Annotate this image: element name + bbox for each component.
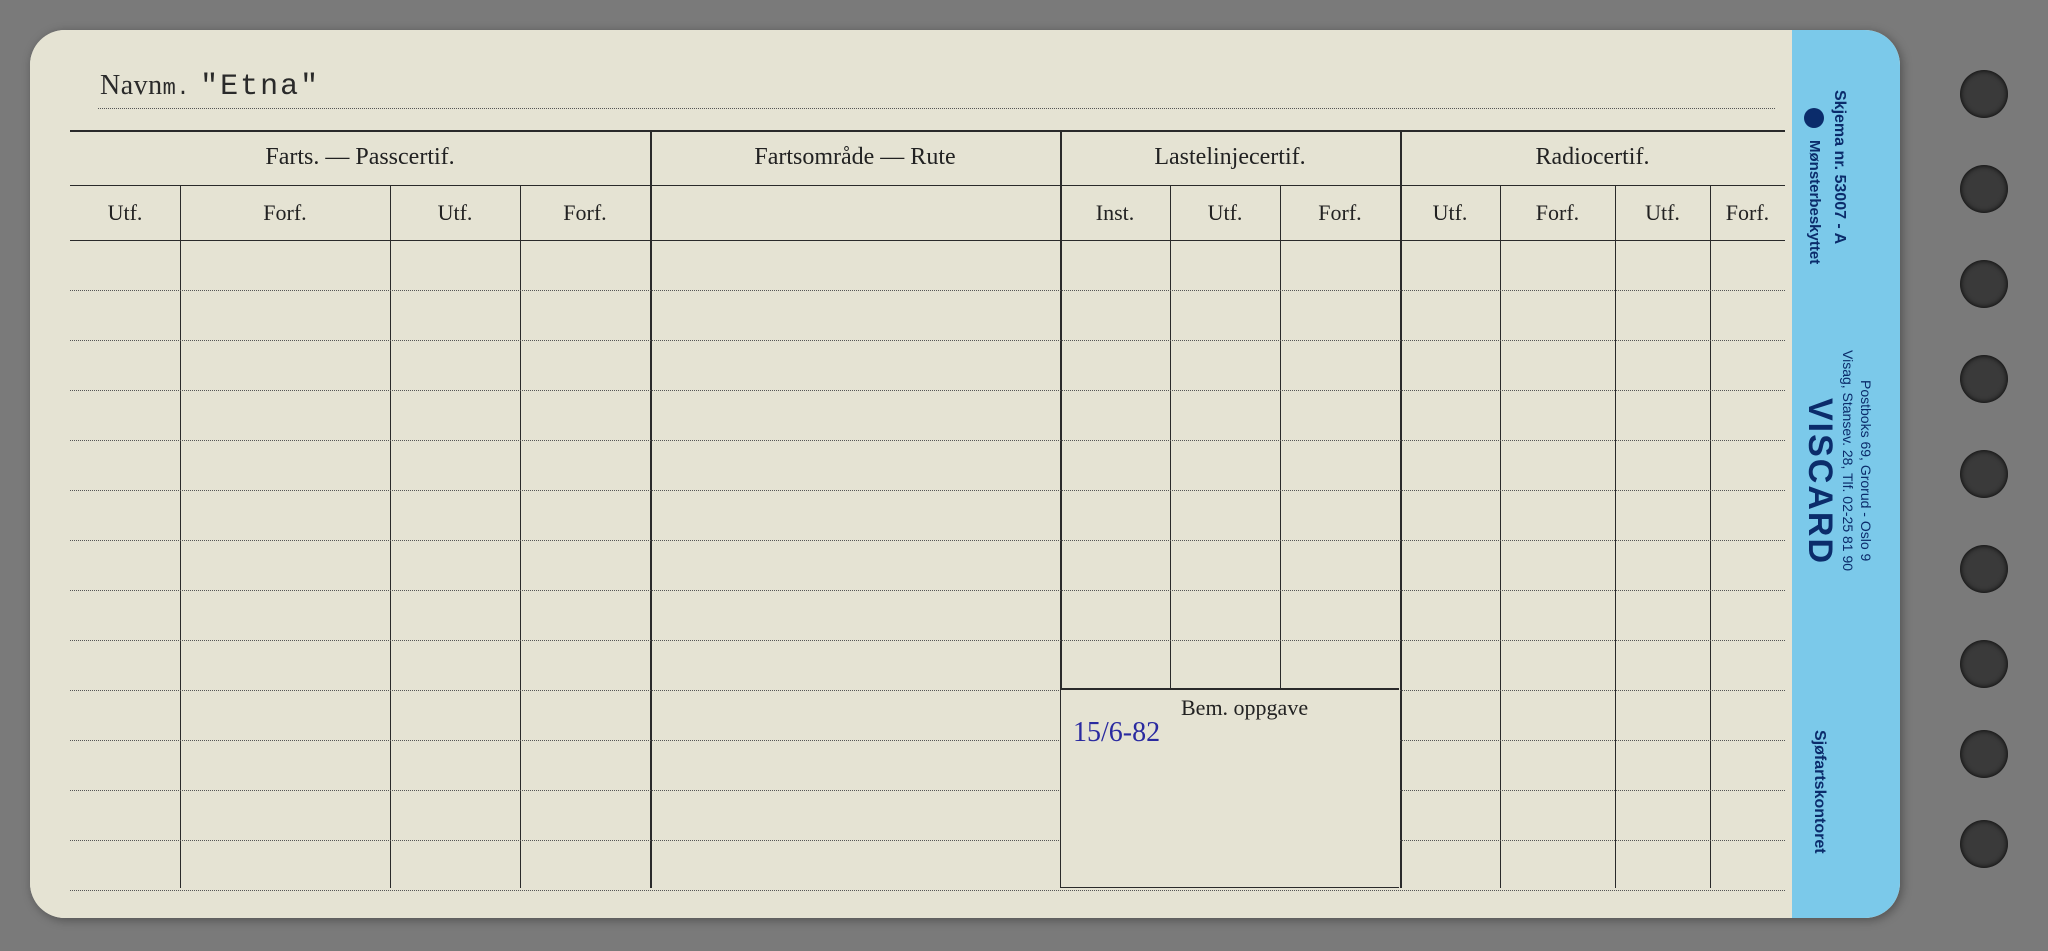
- bullet-icon: [1804, 108, 1824, 128]
- binder-hole: [1960, 730, 2008, 778]
- col-header: Utf.: [1170, 200, 1280, 226]
- col-header: Utf.: [390, 200, 520, 226]
- binder-hole: [1960, 640, 2008, 688]
- binder-hole: [1960, 820, 2008, 868]
- section-header-fartsomrade: Fartsområde — Rute: [650, 144, 1060, 171]
- tab-monster: Mønsterbeskyttet: [1806, 140, 1823, 264]
- dotted-row: [70, 590, 1785, 591]
- index-card: Navnm. "Etna" Farts. — Passcertif.: [30, 30, 1900, 918]
- viscard-tab: Skjema nr. 53007 - A Mønsterbeskyttet VI…: [1792, 30, 1900, 918]
- col-header: Forf.: [180, 200, 390, 226]
- dotted-row: [70, 290, 1785, 291]
- name-underline: [98, 108, 1775, 109]
- dotted-row: [70, 490, 1785, 491]
- name-row: Navnm. "Etna": [100, 70, 320, 104]
- dotted-row: [70, 440, 1785, 441]
- binder-hole: [1960, 450, 2008, 498]
- col-header: Forf.: [1500, 200, 1615, 226]
- col-header: Utf.: [1615, 200, 1710, 226]
- col-header: Utf.: [1400, 200, 1500, 226]
- table-grid: Farts. — Passcertif. Fartsområde — Rute …: [70, 130, 1785, 888]
- section-header-lastelinje: Lastelinjecertif.: [1060, 144, 1400, 171]
- name-suffix: m.: [163, 76, 190, 101]
- col-header: Forf.: [1710, 200, 1785, 226]
- bem-title: Bem. oppgave: [1181, 695, 1308, 721]
- binder-hole: [1960, 355, 2008, 403]
- tab-brand: VISCARD: [1800, 398, 1839, 565]
- tab-footer: Sjøfartskontoret: [1810, 730, 1828, 854]
- section-header-farts: Farts. — Passcertif.: [70, 144, 650, 171]
- binder-hole: [1960, 545, 2008, 593]
- dotted-row: [70, 790, 1785, 791]
- bem-date-handwritten: 15/6-82: [1073, 717, 1160, 749]
- bem-top-border: [1061, 689, 1399, 690]
- dotted-row: [70, 540, 1785, 541]
- col-header: Utf.: [70, 200, 180, 226]
- grid-top-border: [70, 130, 1785, 132]
- dotted-row: [70, 890, 1785, 891]
- tab-skjema: Skjema nr. 53007 - A: [1830, 90, 1848, 244]
- grid-header-sep1: [70, 185, 1785, 186]
- binder-hole: [1960, 70, 2008, 118]
- dotted-rows: [70, 240, 1785, 888]
- dotted-row: [70, 740, 1785, 741]
- col-header: Forf.: [520, 200, 650, 226]
- bem-oppgave-box: Bem. oppgave 15/6-82: [1060, 688, 1399, 888]
- dotted-row: [70, 390, 1785, 391]
- paper: Navnm. "Etna" Farts. — Passcertif.: [30, 30, 1825, 918]
- tab-addr1: Visag, Stansev. 28, Tlf. 02-25 81 90: [1840, 350, 1856, 571]
- binder-hole: [1960, 165, 2008, 213]
- dotted-row: [70, 690, 1785, 691]
- col-header: Inst.: [1060, 200, 1170, 226]
- binder-hole: [1960, 260, 2008, 308]
- section-header-radio: Radiocertif.: [1400, 144, 1785, 171]
- name-label: Navn: [100, 70, 163, 102]
- name-value: "Etna": [200, 70, 320, 104]
- dotted-row: [70, 640, 1785, 641]
- dotted-row: [70, 840, 1785, 841]
- dotted-row: [70, 340, 1785, 341]
- tab-addr2: Postboks 69, Grorud - Oslo 9: [1858, 380, 1874, 561]
- col-header: Forf.: [1280, 200, 1400, 226]
